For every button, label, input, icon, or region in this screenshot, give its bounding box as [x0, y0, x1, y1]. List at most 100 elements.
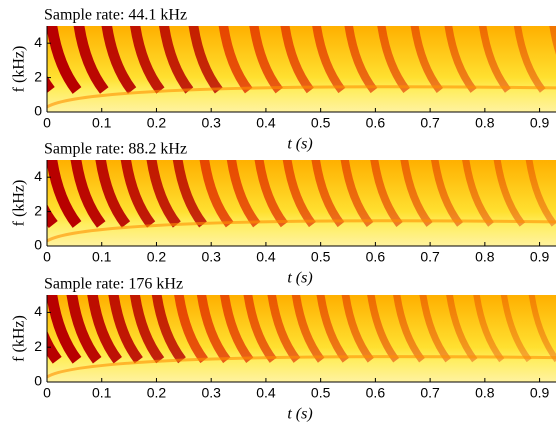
x-tick-label: 0.6 [366, 115, 386, 131]
y-axis-label: f (kHz) [11, 46, 28, 93]
spectrogram-stripe [130, 26, 165, 94]
x-tick-label: 0.7 [420, 115, 440, 131]
spectrogram-stripe [267, 295, 301, 363]
spectrogram-stripe [47, 355, 556, 379]
x-tick-label: 0.3 [201, 115, 221, 131]
x-tick-label: 0.4 [256, 249, 276, 265]
spectrogram-stripe [513, 26, 546, 93]
x-axis-label: t (s) [287, 270, 312, 287]
x-tick-label: 0.3 [201, 249, 221, 265]
spectrogram-stripe [218, 26, 253, 94]
spectrogram-stripe [444, 26, 477, 93]
x-tick-label: 0.7 [420, 249, 440, 265]
y-tick-label: 2 [34, 338, 42, 354]
y-tick-label: 0 [34, 373, 42, 389]
spectrogram-stripe [47, 219, 556, 243]
spectrogram-stripe [66, 295, 102, 364]
x-tick-label: 0.3 [201, 385, 221, 401]
chart-title: Sample rate: 176 kHz [44, 276, 183, 293]
spectrogram-stripe [47, 295, 82, 364]
x-tick-label: 0.9 [530, 115, 550, 131]
spectrogram-stripe [174, 295, 209, 364]
spectrogram-stripe [188, 26, 223, 94]
spectrogram-stripe [220, 295, 254, 363]
spectrogram-stripe [478, 26, 511, 93]
x-tick-label: 0.6 [366, 385, 386, 401]
spectrogram-stripe [95, 160, 131, 228]
spectrogram-stripe [493, 160, 526, 227]
spectrogram-stripe [462, 160, 494, 227]
x-tick-label: 0.2 [147, 385, 167, 401]
spectrogram-stripe [47, 203, 58, 228]
y-tick-label: 4 [34, 168, 42, 184]
x-tick-label: 0.9 [530, 385, 550, 401]
spectrogram-stripe [172, 160, 207, 228]
spectrogram-stripe [316, 295, 350, 363]
spectrogram-stripe [159, 26, 194, 94]
spectrogram-stripe [151, 295, 186, 364]
x-tick-label: 0.8 [475, 385, 495, 401]
x-tick-label: 0.5 [311, 115, 331, 131]
y-tick-label: 2 [34, 68, 42, 84]
spectrogram-stripe [549, 26, 556, 55]
spectrogram-stripe [282, 160, 316, 228]
spectrogram-image [47, 26, 556, 112]
y-tick-label: 0 [34, 237, 42, 253]
spectrogram-stripe [528, 295, 556, 363]
spectrogram-image [47, 295, 556, 382]
x-tick-label: 0 [43, 385, 51, 401]
spectrogram-stripe [473, 295, 505, 363]
x-tick-label: 0.5 [311, 385, 331, 401]
x-tick-label: 0.6 [366, 249, 386, 265]
chart-title: Sample rate: 88.2 kHz [44, 141, 187, 158]
x-tick-label: 0.9 [530, 249, 550, 265]
spectrogram-stripe [243, 295, 277, 363]
x-tick-label: 0 [43, 249, 51, 265]
x-tick-label: 0.1 [92, 115, 112, 131]
x-tick-label: 0.5 [311, 249, 331, 265]
spectrogram-stripe [47, 26, 82, 94]
x-tick-label: 0.2 [147, 249, 167, 265]
spectrogram-stripe [70, 160, 106, 228]
x-tick-label: 0.8 [475, 115, 495, 131]
spectrogram-stripe [280, 26, 314, 94]
spectrogram-stripe [199, 160, 234, 228]
x-tick-label: 0.1 [92, 385, 112, 401]
spectrogram-stripe [500, 295, 532, 363]
spectrogram-stripe [226, 160, 261, 228]
x-axis-label: t (s) [287, 406, 312, 423]
spectrogram-image [47, 160, 556, 246]
spectrogram-stripe [87, 295, 123, 364]
spectrogram-stripe [47, 85, 556, 109]
spectrogram-stripe [101, 26, 137, 94]
chart-title: Sample rate: 44.1 kHz [44, 7, 187, 24]
y-axis-label: f (kHz) [11, 315, 28, 362]
y-tick-label: 4 [34, 303, 42, 319]
spectrogram-stripe [254, 160, 288, 228]
x-tick-label: 0.7 [420, 385, 440, 401]
spectrogram-stripe [129, 295, 165, 364]
spectrogram-stripe [525, 160, 556, 227]
spectrogram-stripe [146, 160, 181, 228]
x-tick-label: 0.2 [147, 115, 167, 131]
y-tick-label: 4 [34, 34, 42, 50]
spectrogram-stripe [446, 295, 478, 363]
y-tick-label: 2 [34, 202, 42, 218]
spectrogram-stripe [249, 26, 283, 94]
y-axis-label: f (kHz) [11, 180, 28, 227]
spectrogram-stripe [73, 26, 109, 94]
y-tick-label: 0 [34, 103, 42, 119]
spectrogram-stripe [47, 330, 62, 364]
x-tick-label: 0.4 [256, 115, 276, 131]
spectrogram-stripe [47, 160, 82, 228]
spectrogram-stripe [196, 295, 231, 364]
x-tick-label: 0.4 [256, 385, 276, 401]
x-tick-label: 0 [43, 115, 51, 131]
spectrogram-stripe [120, 160, 156, 228]
x-tick-label: 0.8 [475, 249, 495, 265]
x-axis-label: t (s) [287, 136, 312, 153]
x-tick-label: 0.1 [92, 249, 112, 265]
spectrogram-stripe [108, 295, 143, 364]
spectrogram-stripe [291, 295, 325, 363]
